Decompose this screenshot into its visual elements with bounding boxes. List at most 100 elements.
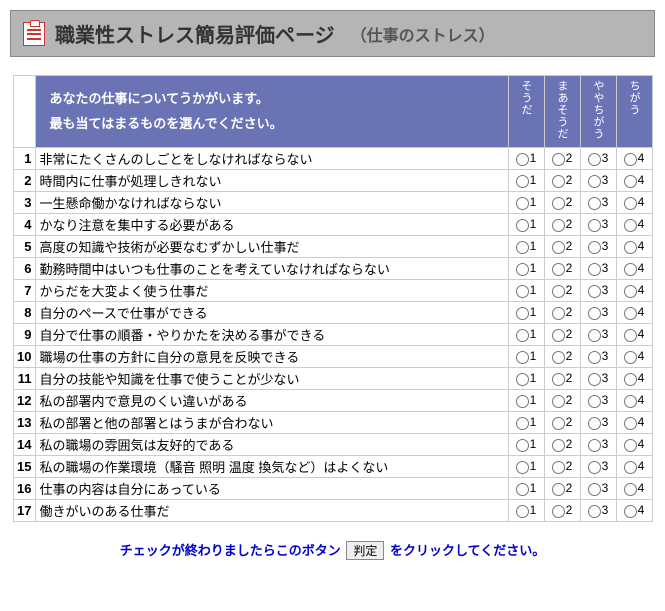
- option-radio[interactable]: [588, 395, 601, 408]
- option-radio[interactable]: [624, 483, 637, 496]
- option-radio[interactable]: [624, 285, 637, 298]
- option-radio[interactable]: [588, 417, 601, 430]
- option-radio[interactable]: [624, 175, 637, 188]
- option-radio[interactable]: [588, 175, 601, 188]
- option-cell: 1: [508, 302, 544, 324]
- option-label: 1: [530, 305, 537, 319]
- option-radio[interactable]: [552, 263, 565, 276]
- option-radio[interactable]: [624, 307, 637, 320]
- option-label: 4: [638, 327, 645, 341]
- option-radio[interactable]: [552, 483, 565, 496]
- option-radio[interactable]: [516, 175, 529, 188]
- option-radio[interactable]: [624, 395, 637, 408]
- option-radio[interactable]: [516, 263, 529, 276]
- option-radio[interactable]: [588, 241, 601, 254]
- option-radio[interactable]: [552, 197, 565, 210]
- question-text: 非常にたくさんのしごとをしなければならない: [35, 148, 508, 170]
- option-radio[interactable]: [588, 263, 601, 276]
- option-radio[interactable]: [516, 285, 529, 298]
- option-radio[interactable]: [552, 417, 565, 430]
- option-cell: 2: [544, 214, 580, 236]
- option-radio[interactable]: [588, 307, 601, 320]
- option-radio[interactable]: [552, 241, 565, 254]
- option-radio[interactable]: [588, 153, 601, 166]
- option-radio[interactable]: [624, 505, 637, 518]
- option-radio[interactable]: [624, 417, 637, 430]
- option-radio[interactable]: [552, 439, 565, 452]
- option-radio[interactable]: [624, 373, 637, 386]
- option-label: 3: [602, 239, 609, 253]
- option-radio[interactable]: [552, 329, 565, 342]
- option-radio[interactable]: [624, 329, 637, 342]
- option-cell: 4: [616, 214, 652, 236]
- option-radio[interactable]: [516, 505, 529, 518]
- submit-button[interactable]: 判定: [346, 541, 384, 560]
- footer: チェックが終わりましたらこのボタン 判定 をクリックしてください。: [10, 540, 655, 560]
- option-radio[interactable]: [588, 329, 601, 342]
- option-radio[interactable]: [588, 461, 601, 474]
- option-radio[interactable]: [624, 263, 637, 276]
- option-radio[interactable]: [516, 197, 529, 210]
- option-cell: 1: [508, 390, 544, 412]
- option-radio[interactable]: [552, 395, 565, 408]
- option-radio[interactable]: [516, 439, 529, 452]
- option-radio[interactable]: [516, 373, 529, 386]
- option-radio[interactable]: [588, 373, 601, 386]
- option-radio[interactable]: [516, 417, 529, 430]
- option-cell: 2: [544, 390, 580, 412]
- option-radio[interactable]: [516, 395, 529, 408]
- option-radio[interactable]: [624, 241, 637, 254]
- option-radio[interactable]: [516, 307, 529, 320]
- option-cell: 1: [508, 456, 544, 478]
- option-radio[interactable]: [588, 197, 601, 210]
- option-cell: 2: [544, 412, 580, 434]
- clipboard-icon: [23, 22, 45, 46]
- option-radio[interactable]: [552, 461, 565, 474]
- option-radio[interactable]: [588, 351, 601, 364]
- question-number: 11: [13, 368, 35, 390]
- option-radio[interactable]: [588, 483, 601, 496]
- option-radio[interactable]: [624, 351, 637, 364]
- option-radio[interactable]: [624, 197, 637, 210]
- table-row: 11自分の技能や知識を仕事で使うことが少ない1234: [13, 368, 652, 390]
- option-radio[interactable]: [552, 505, 565, 518]
- option-radio[interactable]: [552, 153, 565, 166]
- option-label: 3: [602, 459, 609, 473]
- page-header: 職業性ストレス簡易評価ページ （仕事のストレス）: [10, 10, 655, 57]
- option-label: 3: [602, 327, 609, 341]
- option-radio[interactable]: [588, 285, 601, 298]
- option-radio[interactable]: [516, 329, 529, 342]
- option-cell: 1: [508, 148, 544, 170]
- option-label: 4: [638, 261, 645, 275]
- option-radio[interactable]: [516, 219, 529, 232]
- option-radio[interactable]: [516, 461, 529, 474]
- option-label: 2: [566, 481, 573, 495]
- option-radio[interactable]: [516, 241, 529, 254]
- option-radio[interactable]: [588, 439, 601, 452]
- option-radio[interactable]: [552, 307, 565, 320]
- option-radio[interactable]: [552, 285, 565, 298]
- option-radio[interactable]: [552, 175, 565, 188]
- option-radio[interactable]: [624, 439, 637, 452]
- option-cell: 2: [544, 456, 580, 478]
- option-cell: 1: [508, 478, 544, 500]
- option-radio[interactable]: [624, 153, 637, 166]
- option-radio[interactable]: [552, 373, 565, 386]
- option-radio[interactable]: [552, 351, 565, 364]
- option-radio[interactable]: [516, 351, 529, 364]
- option-cell: 2: [544, 192, 580, 214]
- option-radio[interactable]: [588, 219, 601, 232]
- option-radio[interactable]: [552, 219, 565, 232]
- option-cell: 2: [544, 148, 580, 170]
- option-radio[interactable]: [516, 483, 529, 496]
- option-radio[interactable]: [588, 505, 601, 518]
- question-text: 一生懸命働かなければならない: [35, 192, 508, 214]
- option-radio[interactable]: [516, 153, 529, 166]
- option-radio[interactable]: [624, 219, 637, 232]
- option-label: 2: [566, 151, 573, 165]
- option-cell: 1: [508, 192, 544, 214]
- option-cell: 4: [616, 302, 652, 324]
- question-number: 15: [13, 456, 35, 478]
- option-label: 1: [530, 415, 537, 429]
- option-radio[interactable]: [624, 461, 637, 474]
